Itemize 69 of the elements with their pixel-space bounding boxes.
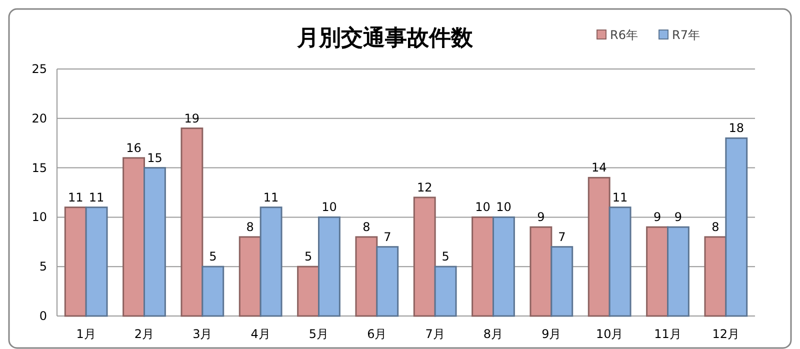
x-tick-label: 3月 xyxy=(192,327,212,341)
bar xyxy=(85,206,108,317)
x-tick-label: 6月 xyxy=(367,327,387,341)
bar xyxy=(550,246,574,317)
bar xyxy=(667,226,690,317)
data-label: 10 xyxy=(496,200,512,214)
bar xyxy=(260,206,282,317)
data-label: 7 xyxy=(384,230,392,244)
bar xyxy=(588,176,610,317)
data-label: 10 xyxy=(322,200,337,214)
bar xyxy=(530,226,552,317)
data-label: 5 xyxy=(442,250,450,264)
data-label: 11 xyxy=(612,190,628,204)
bar xyxy=(376,246,399,317)
data-label: 5 xyxy=(209,250,217,264)
bar xyxy=(434,266,457,317)
bar xyxy=(238,236,262,317)
bar xyxy=(413,196,436,317)
data-label: 11 xyxy=(68,190,84,204)
bar xyxy=(202,266,224,317)
data-label: 19 xyxy=(184,111,200,126)
bar xyxy=(355,236,378,317)
bar xyxy=(144,167,166,317)
bar xyxy=(608,206,632,317)
bar xyxy=(318,216,340,317)
data-label: 8 xyxy=(362,220,370,234)
bar xyxy=(64,206,87,317)
x-tick-label: 10月 xyxy=(596,327,624,341)
legend-label: R6年 xyxy=(610,28,638,42)
data-label: 9 xyxy=(674,210,682,224)
bar xyxy=(180,128,204,317)
bar xyxy=(297,266,320,317)
data-label: 7 xyxy=(558,230,566,244)
data-label: 11 xyxy=(88,190,104,204)
x-tick-label: 12月 xyxy=(712,327,740,341)
data-label: 16 xyxy=(126,140,142,155)
data-label: 14 xyxy=(591,160,607,175)
x-tick-label: 2月 xyxy=(134,327,154,341)
data-label: 18 xyxy=(728,121,744,136)
x-tick-label: 11月 xyxy=(654,327,682,341)
bar xyxy=(725,137,748,317)
legend-label: R7年 xyxy=(672,28,700,42)
data-label: 10 xyxy=(475,200,490,214)
data-label: 11 xyxy=(263,190,279,204)
data-label: 8 xyxy=(712,220,720,234)
data-label: 15 xyxy=(147,150,162,165)
x-tick-label: 5月 xyxy=(308,327,329,341)
bar xyxy=(122,157,145,317)
bar xyxy=(472,216,494,317)
x-tick-label: 7月 xyxy=(425,327,445,341)
data-label: 9 xyxy=(653,210,662,224)
x-tick-label: 8月 xyxy=(483,327,504,341)
y-tick-label: 25 xyxy=(32,62,47,76)
bar xyxy=(704,236,727,317)
y-tick-label: 15 xyxy=(32,160,47,175)
data-label: 5 xyxy=(304,250,312,264)
bar xyxy=(492,216,515,317)
chart-title: 月別交通事故件数 xyxy=(296,25,474,51)
y-tick-label: 5 xyxy=(39,260,47,274)
y-tick-label: 20 xyxy=(32,111,47,126)
data-label: 12 xyxy=(416,180,432,194)
x-tick-label: 1月 xyxy=(76,327,96,341)
bar xyxy=(646,226,668,317)
data-label: 9 xyxy=(537,210,545,224)
data-label: 8 xyxy=(246,220,254,234)
y-tick-label: 10 xyxy=(32,210,47,224)
x-tick-label: 9月 xyxy=(542,327,562,341)
x-tick-label: 4月 xyxy=(250,327,270,341)
y-tick-label: 0 xyxy=(39,309,47,323)
